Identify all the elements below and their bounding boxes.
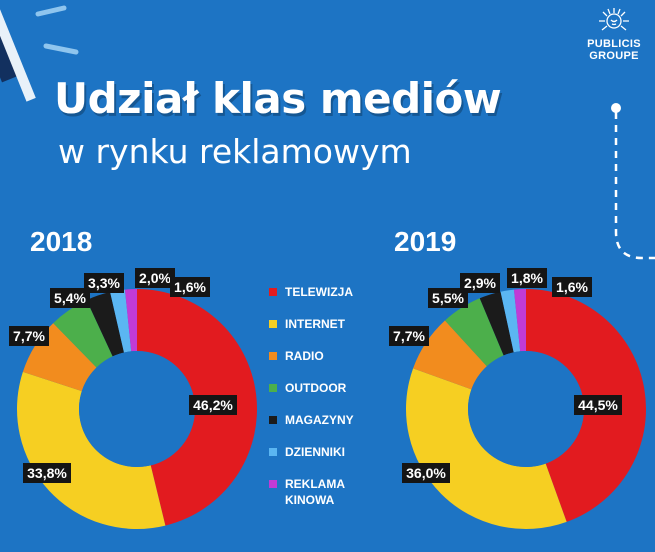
value-label-2019-outdoor: 5,5% (428, 288, 468, 308)
value-label-2019-telewizja: 44,5% (574, 395, 622, 415)
svg-text:36,0%: 36,0% (406, 465, 446, 481)
legend-label: TELEWIZJA (285, 285, 353, 299)
slice-2018-dzienniki (110, 289, 132, 353)
slice-2019-outdoor (444, 298, 504, 367)
slice-2019-magazyny (479, 291, 514, 356)
legend-item-dzienniki: DZIENNIKI (269, 444, 351, 460)
publicis-logo: PUBLICIS GROUPE (578, 4, 650, 62)
value-label-2018-telewizja: 46,2% (189, 395, 237, 415)
legend-swatch (269, 384, 277, 392)
legend-swatch (269, 352, 277, 360)
slice-2019-dzienniki (500, 289, 521, 353)
legend-label: INTERNET (285, 317, 345, 331)
svg-text:1,6%: 1,6% (556, 279, 588, 295)
svg-text:5,4%: 5,4% (54, 290, 86, 306)
value-label-2019-internet: 36,0% (402, 463, 450, 483)
slice-2019-radio (413, 320, 487, 390)
slice-2019-reklama-kinowa (513, 289, 526, 352)
svg-text:1,6%: 1,6% (174, 279, 206, 295)
logo-line-1: PUBLICIS (587, 38, 641, 50)
legend-swatch (269, 288, 277, 296)
legend-swatch (269, 480, 277, 488)
slice-2018-reklama-kinowa (124, 289, 137, 352)
legend-swatch (269, 448, 277, 456)
value-label-2019-magazyny: 2,9% (460, 273, 500, 293)
legend-item-internet: INTERNET (269, 316, 351, 332)
legend-label: OUTDOOR (285, 381, 347, 395)
page-title: Udział klas mediów (54, 74, 502, 123)
slice-2019-internet (406, 368, 567, 530)
legend-swatch (269, 320, 277, 328)
deco-stripes (0, 0, 79, 102)
svg-text:3,3%: 3,3% (88, 275, 120, 291)
svg-text:2,0%: 2,0% (139, 270, 171, 286)
svg-text:2,9%: 2,9% (464, 275, 496, 291)
legend-item-reklama-kinowa: REKLAMA KINOWA (269, 476, 351, 508)
svg-text:5,5%: 5,5% (432, 290, 464, 306)
legend-item-telewizja: TELEWIZJA (269, 284, 353, 300)
lion-emblem-icon (599, 8, 629, 31)
value-label-2019-reklama-kinowa: 1,6% (552, 277, 592, 297)
svg-text:7,7%: 7,7% (13, 328, 45, 344)
value-label-2018-dzienniki: 2,0% (135, 268, 175, 288)
chart-2018-title: 2018 (30, 226, 93, 257)
slice-2018-internet (17, 371, 166, 530)
value-label-2019-dzienniki: 1,8% (507, 268, 547, 288)
legend-label: RADIO (285, 349, 324, 363)
svg-text:33,8%: 33,8% (27, 465, 67, 481)
legend-item-radio: RADIO (269, 348, 351, 364)
value-label-2019-radio: 7,7% (389, 326, 429, 346)
page-subtitle: w rynku reklamowym (58, 132, 412, 171)
svg-text:46,2%: 46,2% (193, 397, 233, 413)
svg-text:7,7%: 7,7% (393, 328, 425, 344)
value-label-2018-outdoor: 5,4% (50, 288, 90, 308)
svg-text:44,5%: 44,5% (578, 397, 618, 413)
donut-hole-2019 (468, 351, 584, 467)
logo-line-2: GROUPE (589, 50, 639, 62)
svg-text:1,8%: 1,8% (511, 270, 543, 286)
deco-dashed-line (611, 103, 655, 260)
legend-label: MAGAZYNY (285, 413, 354, 427)
value-label-2018-internet: 33,8% (23, 463, 71, 483)
value-label-2018-radio: 7,7% (9, 326, 49, 346)
legend-swatch (269, 416, 277, 424)
legend-label: REKLAMA KINOWA (285, 477, 345, 507)
donut-hole-2018 (79, 351, 195, 467)
value-label-2018-reklama-kinowa: 1,6% (170, 277, 210, 297)
value-label-2018-magazyny: 3,3% (84, 273, 124, 293)
legend-item-magazyny: MAGAZYNY (269, 412, 354, 428)
slice-2018-outdoor (53, 300, 113, 368)
chart-2019-title: 2019 (394, 226, 457, 257)
legend-label: DZIENNIKI (285, 445, 345, 459)
slice-2018-magazyny (86, 292, 124, 357)
legend-item-outdoor: OUTDOOR (269, 380, 351, 396)
